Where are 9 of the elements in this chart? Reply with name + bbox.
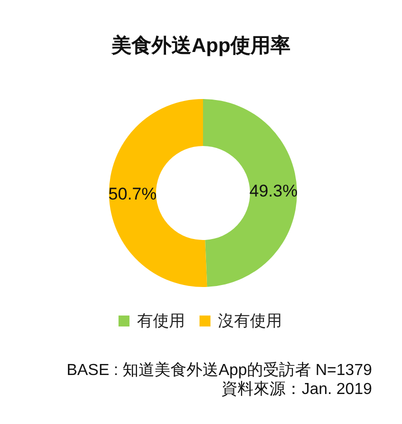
data-label: 49.3%: [249, 181, 298, 200]
legend-label: 沒有使用: [218, 313, 282, 330]
text: BASE : 知道美食外送App的受訪者 N=1379: [66, 361, 372, 379]
donut-slice: [109, 99, 208, 287]
data-label: 50.7%: [108, 184, 157, 204]
donut-slice: [203, 99, 297, 287]
chart-title: 美食外送App使用率: [110, 34, 290, 57]
legend-label: 有使用: [137, 313, 185, 330]
source-note: 資料來源：Jan. 2019: [222, 380, 372, 398]
